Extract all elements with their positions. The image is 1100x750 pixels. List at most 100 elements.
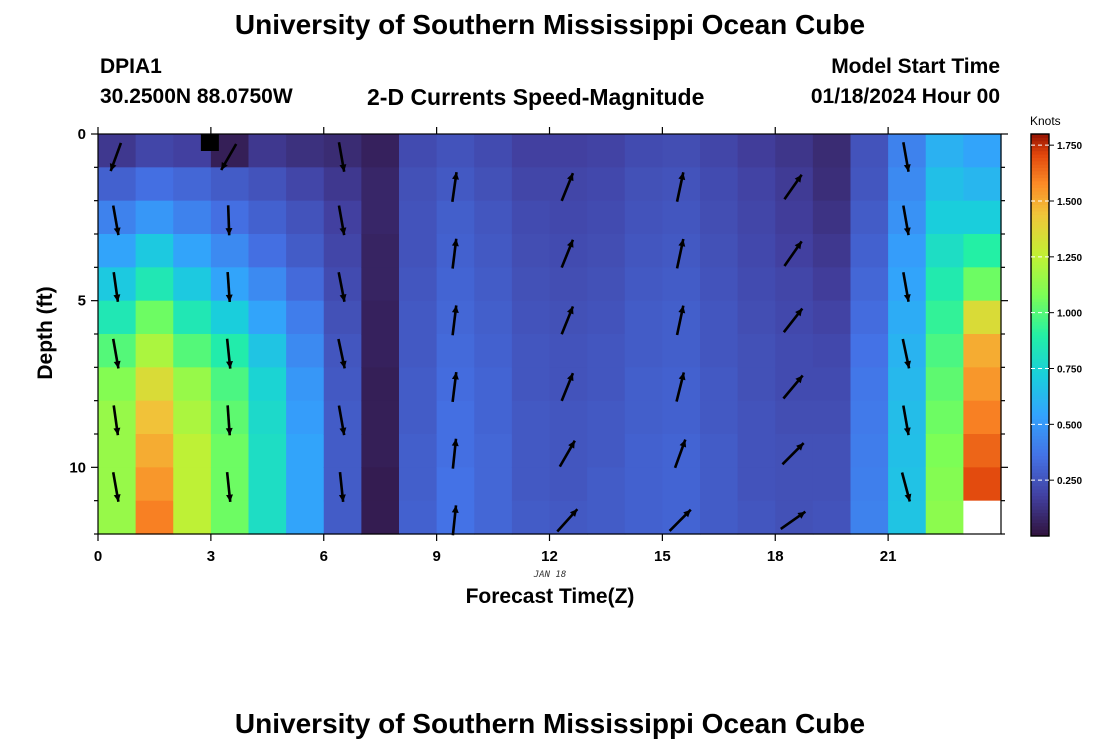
colorbar-segment xyxy=(1031,301,1049,306)
heatmap-cell xyxy=(963,334,1002,368)
vector-head xyxy=(795,375,803,384)
heatmap-cell xyxy=(436,400,475,435)
colorbar-segment xyxy=(1031,361,1049,366)
heatmap-cell xyxy=(173,500,212,535)
colorbar-segment xyxy=(1031,472,1049,477)
colorbar-segment xyxy=(1031,519,1049,524)
colorbar-segment xyxy=(1031,144,1049,148)
vector-head xyxy=(569,509,578,517)
colorbar-segment xyxy=(1031,495,1049,500)
heatmap-cell xyxy=(700,200,739,235)
colorbar-segment xyxy=(1031,324,1049,329)
heatmap-cell xyxy=(624,434,663,468)
heatmap-cell xyxy=(963,500,1002,535)
colorbar-segment xyxy=(1031,251,1049,256)
heatmap-cell xyxy=(737,334,776,368)
vector-head xyxy=(904,493,912,502)
colorbar-segment xyxy=(1031,505,1049,510)
heatmap-cell xyxy=(474,467,513,502)
heatmap-cell xyxy=(323,500,362,535)
heatmap-cell xyxy=(511,434,551,468)
heatmap-cell xyxy=(700,167,739,202)
colorbar-segment xyxy=(1031,412,1049,416)
colorbar-tick-label: 1.000 xyxy=(1057,309,1082,320)
colorbar-segment xyxy=(1031,231,1049,235)
vector-head xyxy=(683,509,691,518)
heatmap-cell xyxy=(587,234,626,268)
heatmap-cell xyxy=(173,367,212,402)
heatmap-cell xyxy=(135,467,174,502)
heatmap-cell xyxy=(737,400,776,435)
colorbar-segment xyxy=(1031,381,1049,386)
colorbar-segment xyxy=(1031,264,1049,269)
heatmap-cell xyxy=(286,134,325,168)
colorbar-segment xyxy=(1031,475,1049,480)
heatmap-cell xyxy=(98,167,137,202)
heatmap-cell xyxy=(248,167,287,202)
colorbar-segment xyxy=(1031,227,1049,232)
vector-head xyxy=(113,294,121,302)
colorbar-segment xyxy=(1031,529,1049,534)
heatmap-cell xyxy=(925,500,964,535)
heatmap-cell xyxy=(850,400,889,435)
vector-head xyxy=(903,227,911,236)
colorbar-segment xyxy=(1031,375,1049,380)
heatmap-cell xyxy=(323,367,362,402)
colorbar-segment xyxy=(1031,150,1049,155)
x-tick-label: 6 xyxy=(320,548,328,565)
heatmap-cell xyxy=(98,234,137,268)
heatmap-cell xyxy=(963,467,1002,502)
heatmap-cell xyxy=(925,300,964,335)
heatmap-cell xyxy=(963,300,1002,335)
vector-head xyxy=(113,494,121,502)
current-vector xyxy=(560,239,575,269)
heatmap-cell xyxy=(888,500,927,535)
vector-head xyxy=(451,238,459,247)
date-annotation: JAN 18 xyxy=(533,570,567,580)
y-tick-label: 10 xyxy=(69,459,86,476)
colorbar-segment xyxy=(1031,180,1049,185)
heatmap-cell xyxy=(737,367,776,402)
heatmap-cell xyxy=(399,434,438,468)
colorbar-segment xyxy=(1031,170,1049,175)
heatmap-cell xyxy=(700,400,739,435)
colorbar-segment xyxy=(1031,174,1049,179)
colorbar-segment xyxy=(1031,184,1049,189)
colorbar-segment xyxy=(1031,502,1049,507)
current-vector xyxy=(111,205,121,236)
heatmap-cell xyxy=(812,234,852,268)
vector-head xyxy=(904,360,911,369)
current-vector xyxy=(451,238,459,269)
vector-head xyxy=(678,238,686,247)
vector-head xyxy=(794,174,802,183)
heatmap-cell xyxy=(888,167,927,202)
heatmap-cell xyxy=(361,467,400,502)
colorbar-segment xyxy=(1031,358,1049,363)
vector-head xyxy=(679,439,687,448)
colorbar-segment xyxy=(1031,284,1049,289)
current-vector xyxy=(560,305,575,335)
heatmap-cell xyxy=(624,234,663,268)
heatmap-cell xyxy=(812,134,852,168)
heatmap-cell xyxy=(549,200,588,235)
current-vector xyxy=(112,405,121,436)
heatmap-cell xyxy=(248,467,287,502)
heatmap-cell xyxy=(850,267,889,302)
current-vector xyxy=(901,338,911,369)
colorbar-tick-label: 0.250 xyxy=(1057,476,1082,487)
current-vector xyxy=(675,372,686,402)
x-tick-label: 3 xyxy=(207,548,215,565)
heatmap-cell xyxy=(135,400,174,435)
heatmap-cell xyxy=(775,400,814,435)
heatmap-cell xyxy=(963,400,1002,435)
heatmap-cell xyxy=(549,334,588,368)
colorbar-segment xyxy=(1031,244,1049,249)
colorbar-segment xyxy=(1031,405,1049,410)
colorbar-segment xyxy=(1031,201,1049,205)
current-vector xyxy=(451,438,459,469)
current-vector xyxy=(337,338,347,369)
heatmap-cell xyxy=(511,200,551,235)
current-vector xyxy=(902,205,911,236)
colorbar-segment xyxy=(1031,448,1049,453)
colorbar-segment xyxy=(1031,294,1049,299)
